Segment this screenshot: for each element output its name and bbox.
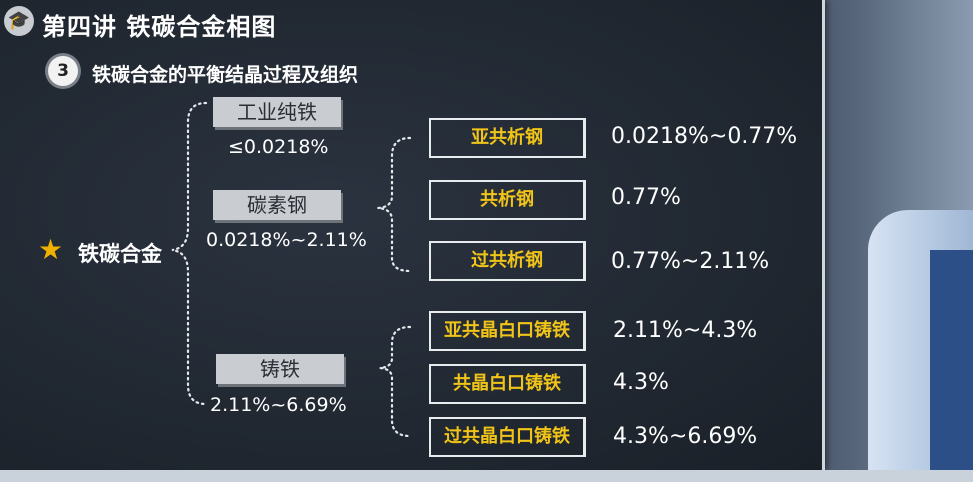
hypereutectoid-steel-range: 0.77%~2.11% bbox=[611, 249, 770, 274]
blackboard: 🎓 第四讲 铁碳合金相图 3 铁碳合金的平衡结晶过程及组织 ★ 铁碳合金 工业纯… bbox=[0, 0, 825, 470]
hypoeutectoid-steel-box: 亚共析钢 bbox=[429, 118, 586, 158]
hypoeutectic-cast-iron-box: 亚共晶白口铸铁 bbox=[429, 311, 586, 351]
steel-bracket bbox=[377, 136, 412, 273]
category-pure-iron: 工业纯铁 bbox=[213, 97, 341, 127]
category-cast-iron-range: 2.11%~6.69% bbox=[210, 394, 347, 416]
hypoeutectoid-steel-range: 0.0218%~0.77% bbox=[611, 124, 798, 149]
graduation-cap-icon: 🎓 bbox=[4, 6, 34, 36]
section-subtitle: 铁碳合金的平衡结晶过程及组织 bbox=[92, 64, 359, 86]
category-carbon-steel: 碳素钢 bbox=[213, 190, 341, 220]
cast-iron-bracket bbox=[379, 325, 412, 438]
eutectoid-steel-range: 0.77% bbox=[611, 185, 681, 210]
category-pure-iron-range: ≤0.0218% bbox=[228, 136, 329, 158]
main-bracket bbox=[171, 101, 208, 406]
section-number-badge: 3 bbox=[48, 56, 78, 86]
dotted-brackets bbox=[171, 101, 412, 438]
eutectic-cast-iron-range: 4.3% bbox=[613, 370, 669, 395]
star-icon: ★ bbox=[38, 233, 64, 266]
eutectoid-steel-box: 共析钢 bbox=[429, 180, 586, 220]
hypereutectoid-steel-box: 过共析钢 bbox=[429, 241, 586, 281]
hypoeutectic-cast-iron-range: 2.11%~4.3% bbox=[613, 318, 758, 343]
bottom-strip bbox=[0, 470, 973, 482]
presenter-tie bbox=[930, 250, 973, 482]
hypereutectic-cast-iron-box: 过共晶白口铸铁 bbox=[429, 417, 586, 457]
root-label: 铁碳合金 bbox=[78, 242, 162, 266]
eutectic-cast-iron-box: 共晶白口铸铁 bbox=[429, 364, 586, 404]
category-carbon-steel-range: 0.0218%~2.11% bbox=[206, 229, 367, 251]
category-cast-iron: 铸铁 bbox=[216, 354, 344, 384]
hypereutectic-cast-iron-range: 4.3%~6.69% bbox=[613, 424, 758, 449]
page-title: 第四讲 铁碳合金相图 bbox=[42, 13, 277, 41]
